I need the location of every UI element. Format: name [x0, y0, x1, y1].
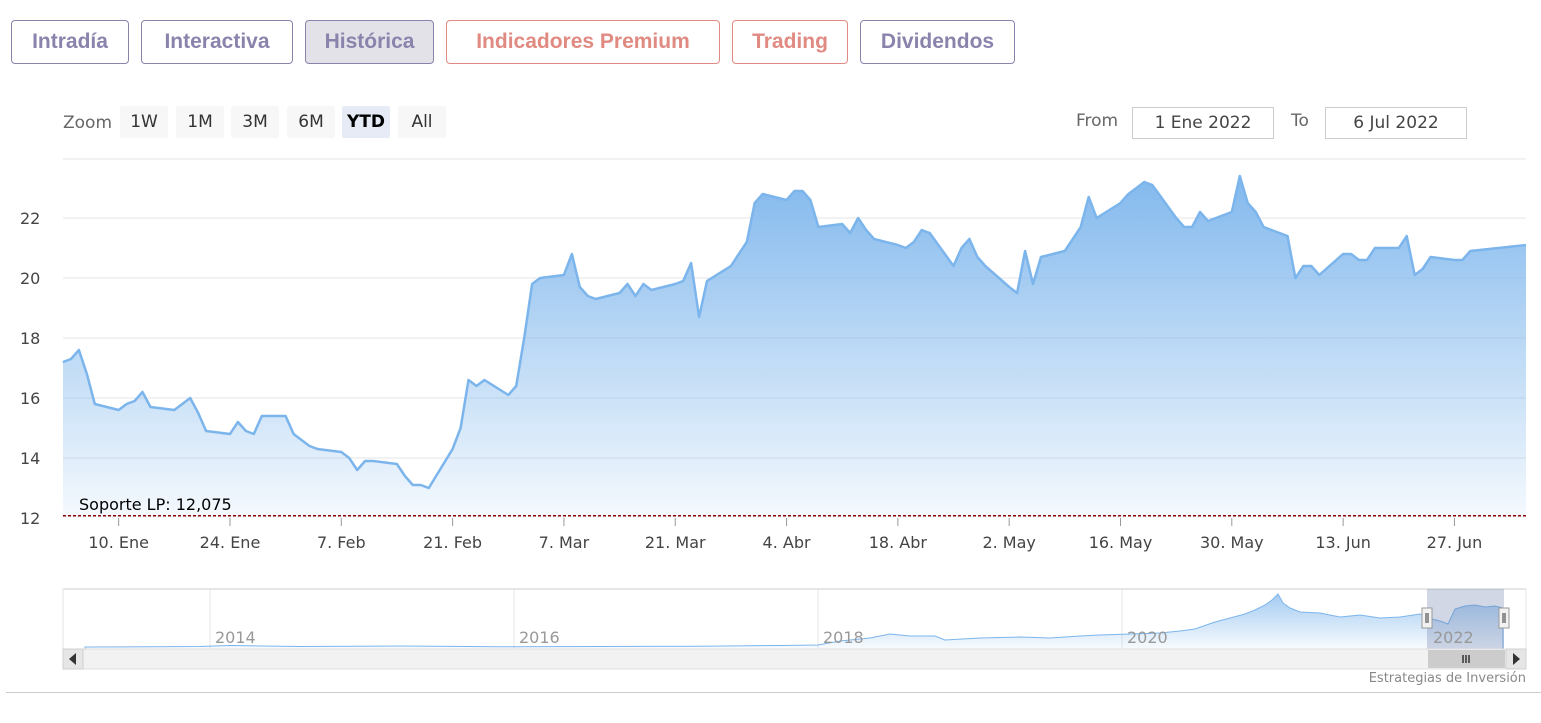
x-tick-label: 24. Ene	[200, 533, 261, 552]
navigator-year-label: 2014	[215, 628, 256, 647]
tab-label: Trading	[752, 30, 828, 53]
scrollbar[interactable]	[62, 648, 1527, 670]
x-tick-label: 30. May	[1200, 533, 1264, 552]
y-tick-label: 12	[20, 509, 40, 528]
tab-historica[interactable]: Histórica	[305, 20, 434, 64]
zoom-3m-button[interactable]: 3M	[231, 106, 279, 138]
x-tick-label: 4. Abr	[763, 533, 811, 552]
tab-intradia[interactable]: Intradía	[11, 20, 129, 64]
tab-label: Histórica	[324, 30, 415, 53]
navigator-selection[interactable]	[1427, 589, 1504, 649]
to-label: To	[1291, 111, 1309, 131]
navigator-year-label: 2016	[519, 628, 560, 647]
credit-label: Estrategias de Inversión	[1368, 671, 1526, 686]
navigator-area	[84, 593, 1504, 650]
navigator-year-labels: 2014 2016 2018 2020 2022	[215, 628, 1474, 647]
zoom-label: Zoom	[63, 113, 113, 133]
x-tick-label: 18. Abr	[869, 533, 928, 552]
divider	[6, 692, 1541, 693]
navigator-right-handle[interactable]	[1498, 607, 1510, 629]
zoom-ytd-button[interactable]: YTD	[342, 106, 390, 138]
x-tick-label: 21. Feb	[423, 533, 482, 552]
x-tick-label: 10. Ene	[88, 533, 149, 552]
x-tick-label: 27. Jun	[1427, 533, 1483, 552]
tab-label: Intradía	[32, 30, 108, 53]
zoom-1m-button[interactable]: 1M	[176, 106, 224, 138]
support-label: Soporte LP: 12,075	[79, 495, 232, 514]
x-axis: 10. Ene 24. Ene 7. Feb 21. Feb 7. Mar 21. Mar…	[88, 518, 1482, 552]
navigator-year-label: 2018	[823, 628, 864, 647]
y-axis: 12 14 16 18 20 22	[20, 209, 40, 528]
zoom-all-button[interactable]: All	[398, 106, 446, 138]
from-date-input[interactable]: 1 Ene 2022	[1132, 107, 1274, 139]
navigator-left-handle[interactable]	[1421, 607, 1433, 629]
grip-icon	[1462, 655, 1470, 663]
y-tick-label: 22	[20, 209, 40, 228]
tab-label: Interactiva	[164, 30, 270, 53]
tab-label: Dividendos	[880, 30, 995, 53]
zoom-6m-button[interactable]: 6M	[287, 106, 335, 138]
tab-dividendos[interactable]: Dividendos	[860, 20, 1015, 64]
x-tick-label: 2. May	[982, 533, 1035, 552]
navigator-year-label: 2022	[1433, 628, 1474, 647]
y-tick-label: 16	[20, 389, 40, 408]
y-tick-label: 18	[20, 329, 40, 348]
price-line	[62, 174, 1527, 490]
x-tick-label: 21. Mar	[645, 533, 706, 552]
arrow-left-icon	[69, 653, 76, 665]
from-label: From	[1076, 111, 1119, 131]
navigator-year-label: 2020	[1127, 628, 1168, 647]
tab-indicadores-premium[interactable]: Indicadores Premium	[446, 20, 720, 64]
arrow-right-icon	[1513, 653, 1520, 665]
x-tick-label: 16. May	[1089, 533, 1153, 552]
to-date-input[interactable]: 6 Jul 2022	[1325, 107, 1467, 139]
x-tick-label: 7. Mar	[539, 533, 590, 552]
tab-label: Indicadores Premium	[476, 30, 690, 53]
zoom-1w-button[interactable]: 1W	[120, 106, 168, 138]
y-tick-label: 14	[20, 449, 40, 468]
navigator[interactable]: 2014 2016 2018 2020 2022	[62, 588, 1527, 650]
price-area	[63, 176, 1526, 518]
tab-trading[interactable]: Trading	[732, 20, 848, 64]
x-tick-label: 13. Jun	[1315, 533, 1371, 552]
y-tick-label: 20	[20, 269, 40, 288]
x-tick-label: 7. Feb	[317, 533, 366, 552]
tab-interactiva[interactable]: Interactiva	[141, 20, 293, 64]
